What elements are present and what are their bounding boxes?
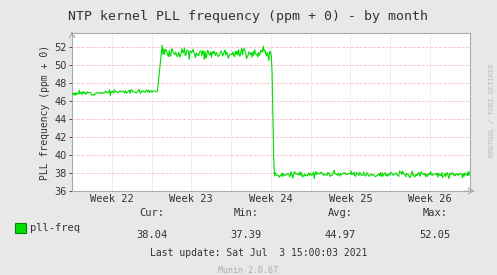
Text: Avg:: Avg:: [328, 208, 353, 218]
Text: Cur:: Cur:: [139, 208, 164, 218]
Text: Min:: Min:: [234, 208, 258, 218]
Text: Munin 2.0.67: Munin 2.0.67: [219, 266, 278, 275]
Text: Last update: Sat Jul  3 15:00:03 2021: Last update: Sat Jul 3 15:00:03 2021: [150, 248, 367, 258]
Y-axis label: PLL frequency (ppm + 0): PLL frequency (ppm + 0): [40, 45, 50, 180]
Text: RRDTOOL / TOBI OETIKER: RRDTOOL / TOBI OETIKER: [489, 63, 495, 157]
Text: 37.39: 37.39: [231, 230, 261, 240]
Text: 44.97: 44.97: [325, 230, 356, 240]
Text: NTP kernel PLL frequency (ppm + 0) - by month: NTP kernel PLL frequency (ppm + 0) - by …: [69, 10, 428, 23]
Text: pll-freq: pll-freq: [30, 223, 80, 233]
Text: Max:: Max:: [422, 208, 447, 218]
Text: 38.04: 38.04: [136, 230, 167, 240]
Text: 52.05: 52.05: [419, 230, 450, 240]
